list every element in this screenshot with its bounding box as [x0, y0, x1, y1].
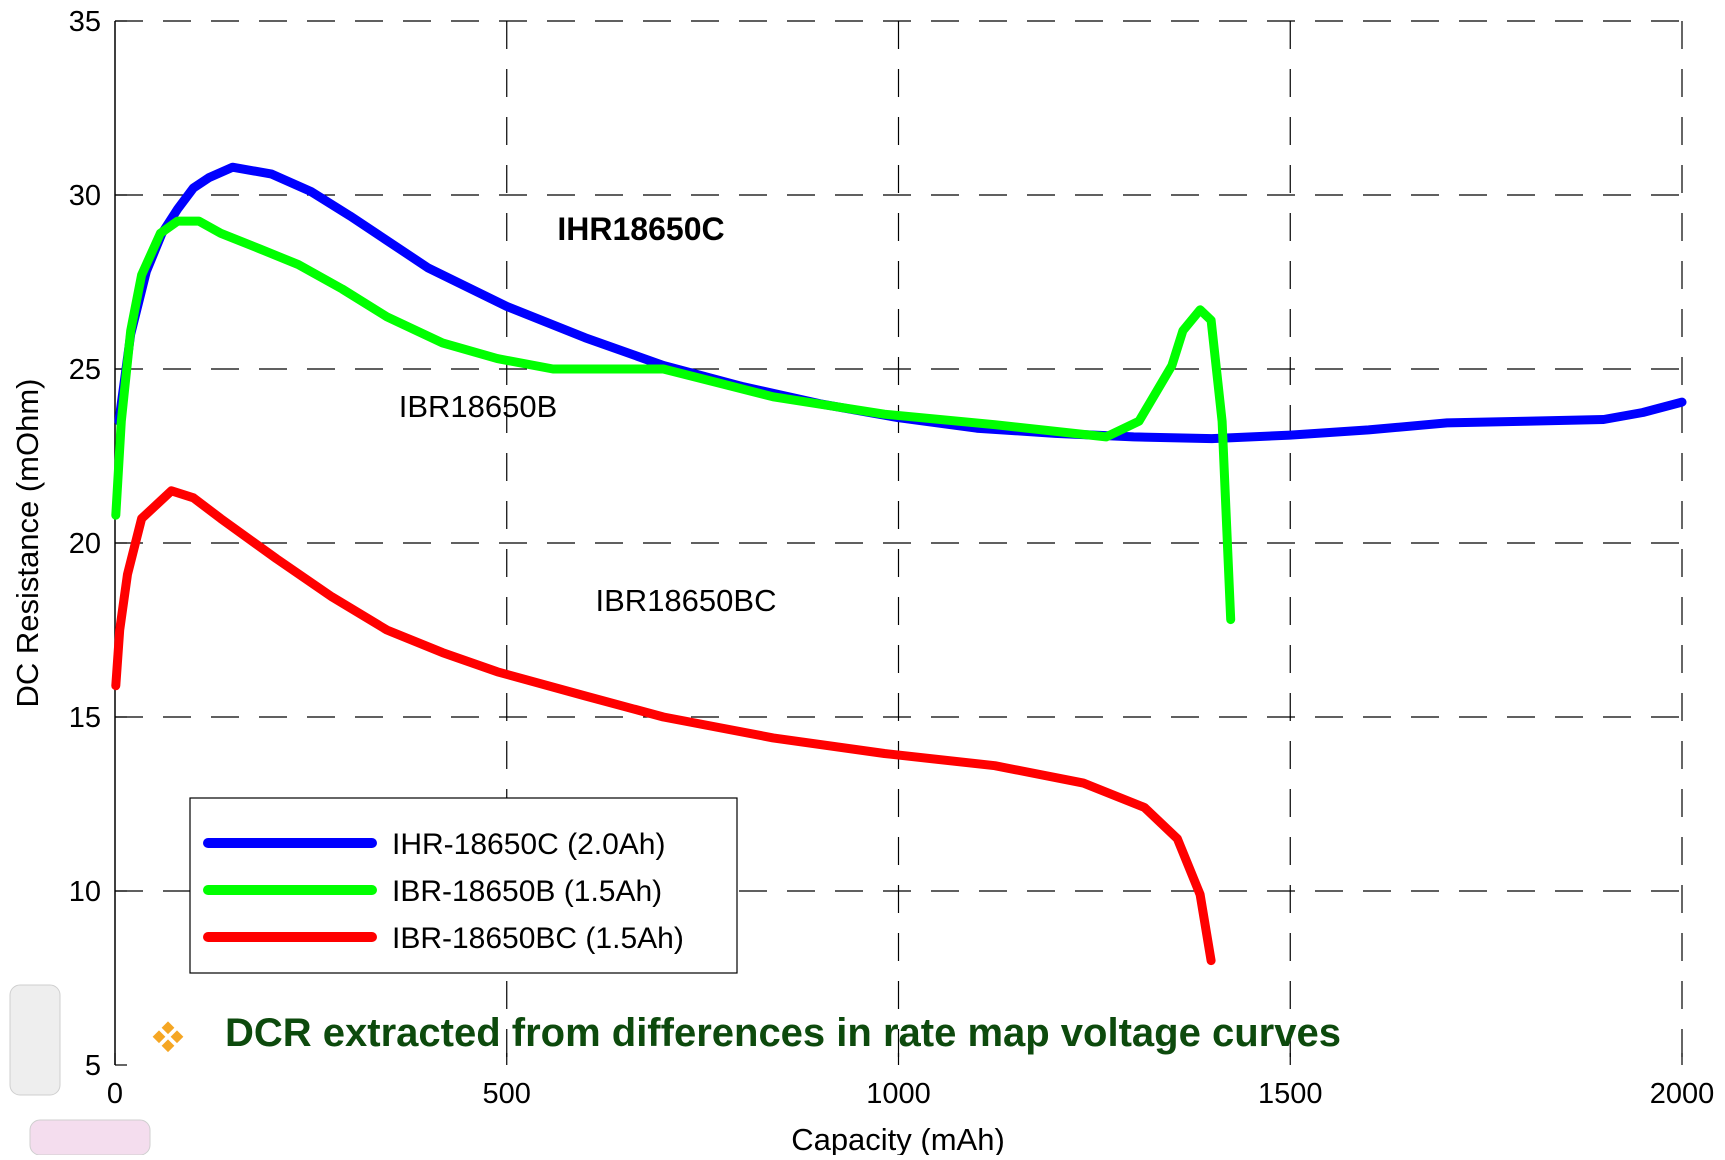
x-tick-label: 1000: [866, 1078, 931, 1110]
x-tick-label: 0: [107, 1078, 123, 1110]
x-tick-label: 500: [483, 1078, 531, 1110]
y-tick-label: 10: [69, 876, 101, 908]
legend-label: IBR-18650B (1.5Ah): [392, 875, 662, 908]
y-tick-label: 5: [85, 1050, 101, 1082]
y-tick-label: 20: [69, 528, 101, 560]
note: DCR extracted from differences in rate m…: [225, 1011, 1341, 1055]
plot-area: [111, 162, 1687, 966]
x-tick-label: 2000: [1650, 1078, 1715, 1110]
y-tick-label: 35: [69, 6, 101, 38]
y-tick-label: 30: [69, 180, 101, 212]
series-line: [114, 162, 1687, 444]
battery-image: [9, 984, 151, 1156]
series-line: [111, 486, 1216, 966]
series-line: [111, 216, 1236, 625]
x-tick-label: 1500: [1258, 1078, 1323, 1110]
y-axis-title: DC Resistance (mOhm): [10, 379, 45, 708]
bullet-icon: [152, 1021, 184, 1053]
y-tick-label: 15: [69, 702, 101, 734]
annotation: IBR18650B: [399, 389, 558, 424]
annotation: IHR18650C: [557, 211, 724, 247]
y-tick-label: 25: [69, 354, 101, 386]
legend: IHR-18650C (2.0Ah) IBR-18650B (1.5Ah) IBR-…: [189, 797, 738, 974]
x-axis-title: Capacity (mAh): [791, 1122, 1005, 1155]
legend-label: IHR-18650C (2.0Ah): [392, 828, 665, 861]
legend-label: IBR-18650BC (1.5Ah): [392, 922, 684, 955]
annotation: IBR18650BC: [596, 583, 777, 618]
